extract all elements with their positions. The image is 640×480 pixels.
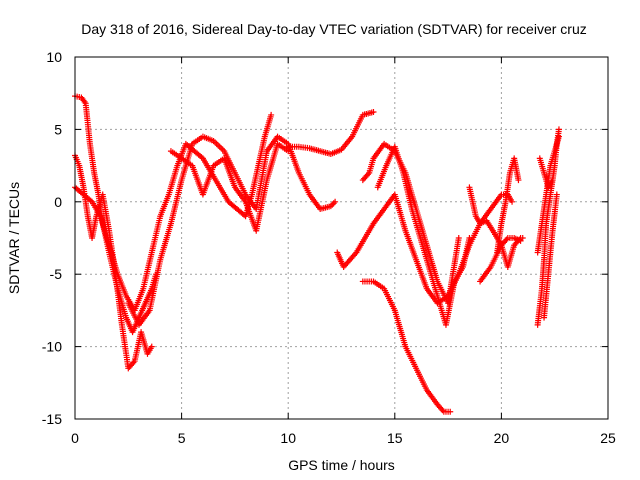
x-tick-label: 20 — [494, 430, 510, 446]
x-tick-label: 25 — [600, 430, 616, 446]
series-track-m — [494, 155, 522, 256]
x-axis-label: GPS time / hours — [288, 457, 395, 473]
data-point — [549, 177, 556, 184]
data-point — [447, 408, 454, 415]
chart-title: Day 318 of 2016, Sidereal Day-to-day VTE… — [81, 21, 587, 37]
x-tick-label: 5 — [178, 430, 186, 446]
series-track-d — [125, 133, 339, 328]
axis-ticks: 0 5 10 15 20 25 -15 -10 -5 0 5 10 — [42, 49, 616, 446]
series-track-j — [374, 143, 473, 328]
data-point — [466, 235, 473, 241]
y-tick-label: -15 — [42, 411, 62, 427]
y-tick-label: 10 — [46, 49, 62, 65]
data-point — [148, 343, 155, 350]
series-track-p — [541, 191, 560, 321]
data-point — [509, 198, 516, 205]
y-tick-label: -10 — [42, 339, 62, 355]
data-series — [72, 93, 562, 415]
grid-lines — [75, 57, 608, 419]
series-track-e — [167, 140, 292, 234]
data-point — [332, 198, 339, 205]
data-point — [517, 237, 524, 244]
data-point — [455, 235, 462, 241]
series-track-q — [536, 155, 556, 191]
data-point — [370, 109, 377, 116]
data-point — [555, 133, 562, 140]
data-point — [515, 177, 522, 184]
x-tick-label: 0 — [71, 430, 79, 446]
y-tick-label: 0 — [54, 194, 62, 210]
y-tick-label: 5 — [54, 121, 62, 137]
data-point — [553, 191, 560, 198]
series-track-i — [359, 278, 454, 415]
x-tick-label: 10 — [280, 430, 296, 446]
y-axis-label: SDTVAR / TECUs — [6, 182, 22, 294]
series-track-f — [285, 109, 377, 158]
data-point — [555, 126, 562, 133]
y-tick-label: -5 — [50, 266, 63, 282]
series-track-h — [359, 140, 462, 307]
x-tick-label: 15 — [387, 430, 403, 446]
series-track-l — [477, 235, 524, 285]
data-point — [330, 200, 337, 207]
series-track-o — [534, 133, 562, 256]
data-point — [268, 111, 275, 118]
plot-frame — [74, 56, 609, 420]
